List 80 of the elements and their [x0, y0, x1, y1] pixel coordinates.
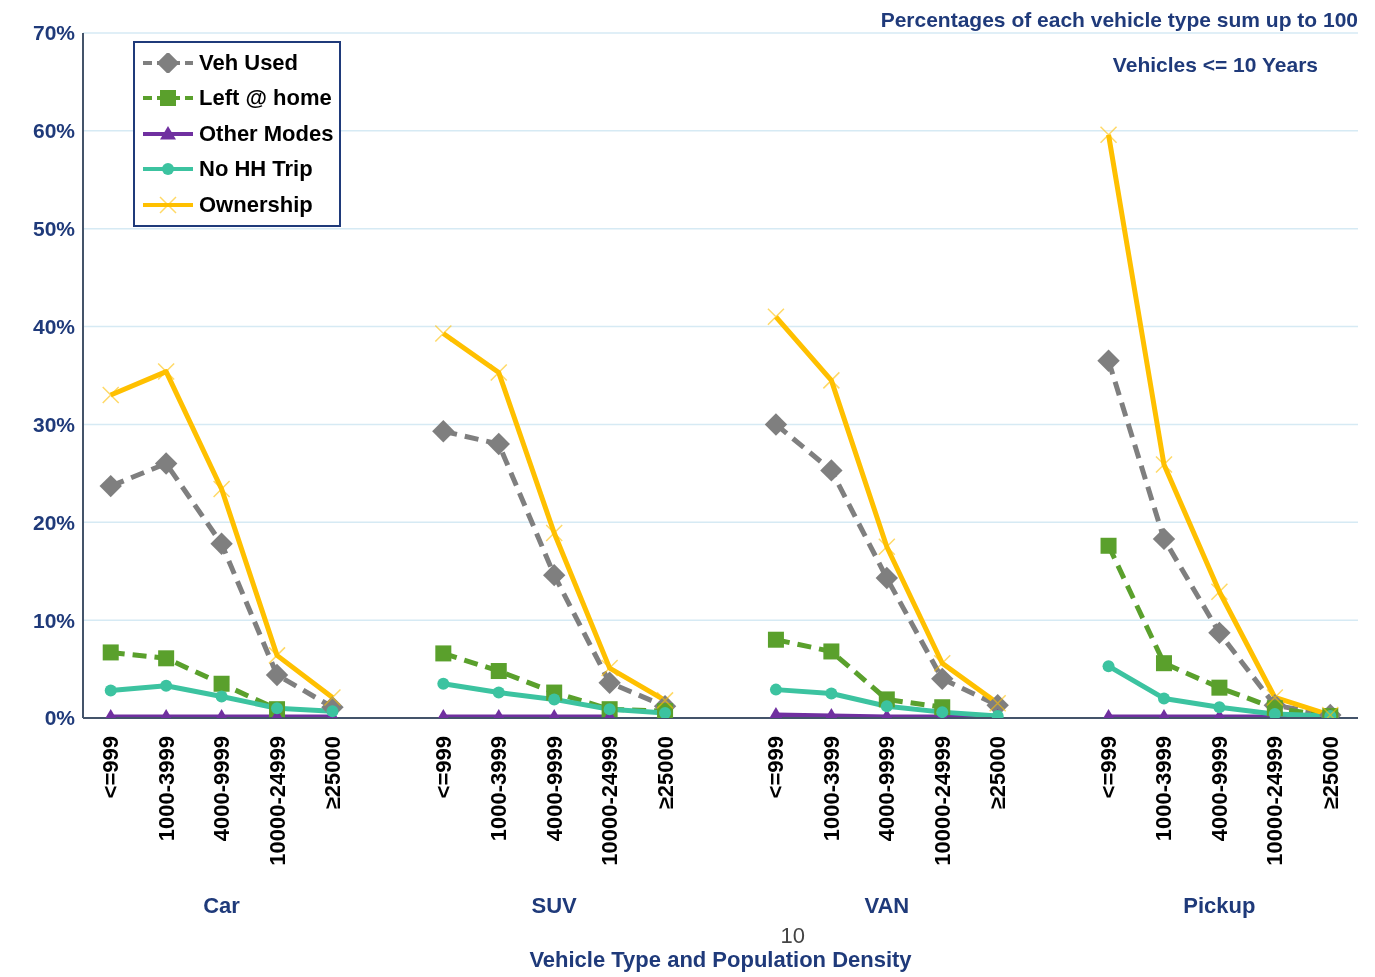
point — [492, 686, 505, 699]
point — [875, 566, 898, 590]
x-tick-label: 4000-9999 — [541, 736, 567, 842]
y-tick-label: 70% — [32, 21, 76, 45]
text: VAN — [863, 893, 911, 919]
x-tick-label: 10000-24999 — [264, 736, 290, 866]
legend-label: Ownership — [199, 191, 313, 218]
point — [487, 432, 510, 456]
text: 10 — [780, 923, 805, 949]
point — [102, 644, 119, 661]
point — [543, 563, 566, 587]
point — [764, 413, 788, 436]
x-tick-label: ≥25000 — [985, 736, 1011, 810]
y-tick-label: 20% — [32, 510, 76, 534]
point — [213, 675, 230, 692]
x-tick-label: 10000-24999 — [1262, 736, 1288, 866]
point — [158, 650, 175, 667]
y-tick-label: 0% — [44, 706, 76, 730]
point — [160, 679, 173, 692]
x-tick-label: 1000-3999 — [1151, 736, 1177, 842]
point — [326, 705, 339, 718]
point — [931, 667, 954, 691]
x-tick-label: <=999 — [430, 736, 456, 799]
point — [1208, 621, 1231, 645]
point — [435, 645, 452, 662]
y-tick-label: 30% — [32, 412, 76, 436]
x-tick-label: 1000-3999 — [486, 736, 512, 842]
point — [490, 663, 507, 680]
x-tick-label: ≥25000 — [1317, 736, 1343, 810]
point — [99, 474, 122, 498]
y-tick-label: 50% — [32, 217, 76, 241]
point — [215, 690, 228, 703]
point — [432, 420, 455, 443]
chart-title: Percentages of each vehicle type sum up to 100 — [880, 8, 1358, 32]
x-axis-title: Vehicle Type and Population Density — [528, 947, 913, 973]
x-tick-label: 10000-24999 — [929, 736, 955, 866]
point — [767, 631, 784, 648]
point — [880, 700, 893, 713]
point — [1155, 655, 1172, 672]
x-tick-label: <=999 — [98, 736, 124, 799]
point — [210, 532, 233, 556]
legend-label: Left @ home — [199, 85, 332, 112]
point — [1152, 527, 1176, 551]
point — [1157, 692, 1170, 705]
x-tick-label: 10000-24999 — [597, 736, 623, 866]
text: SUV — [530, 893, 578, 919]
point — [265, 663, 289, 687]
point — [548, 693, 561, 706]
point — [598, 671, 621, 694]
text: Pickup — [1182, 893, 1257, 919]
point — [1211, 679, 1228, 696]
x-tick-label: <=999 — [763, 736, 789, 799]
x-tick-label: 1000-3999 — [153, 736, 179, 842]
point — [154, 452, 178, 475]
y-tick-label: 10% — [32, 608, 76, 632]
y-tick-label: 60% — [32, 119, 76, 143]
legend-label: Veh Used — [199, 49, 299, 76]
text: Car — [202, 893, 241, 919]
x-tick-label: 1000-3999 — [818, 736, 844, 842]
x-tick-label: ≥25000 — [319, 736, 345, 810]
point — [659, 707, 672, 718]
point — [1102, 660, 1115, 673]
point — [1100, 537, 1117, 554]
legend-label: No HH Trip — [199, 156, 313, 183]
x-tick-label: 4000-9999 — [874, 736, 900, 842]
point — [823, 643, 840, 660]
point — [1213, 701, 1226, 714]
y-tick-label: 40% — [32, 315, 76, 339]
text: Vehicles <= 10 Years — [1112, 53, 1318, 77]
legend-label: Other Modes — [199, 120, 334, 147]
point — [104, 684, 117, 697]
point — [437, 677, 450, 690]
x-tick-label: 4000-9999 — [209, 736, 235, 842]
x-tick-label: <=999 — [1096, 736, 1122, 799]
point — [820, 459, 843, 482]
point — [1097, 349, 1120, 373]
point — [825, 687, 838, 700]
point — [769, 683, 782, 696]
x-tick-label: 4000-9999 — [1206, 736, 1232, 842]
x-tick-label: ≥25000 — [652, 736, 678, 810]
